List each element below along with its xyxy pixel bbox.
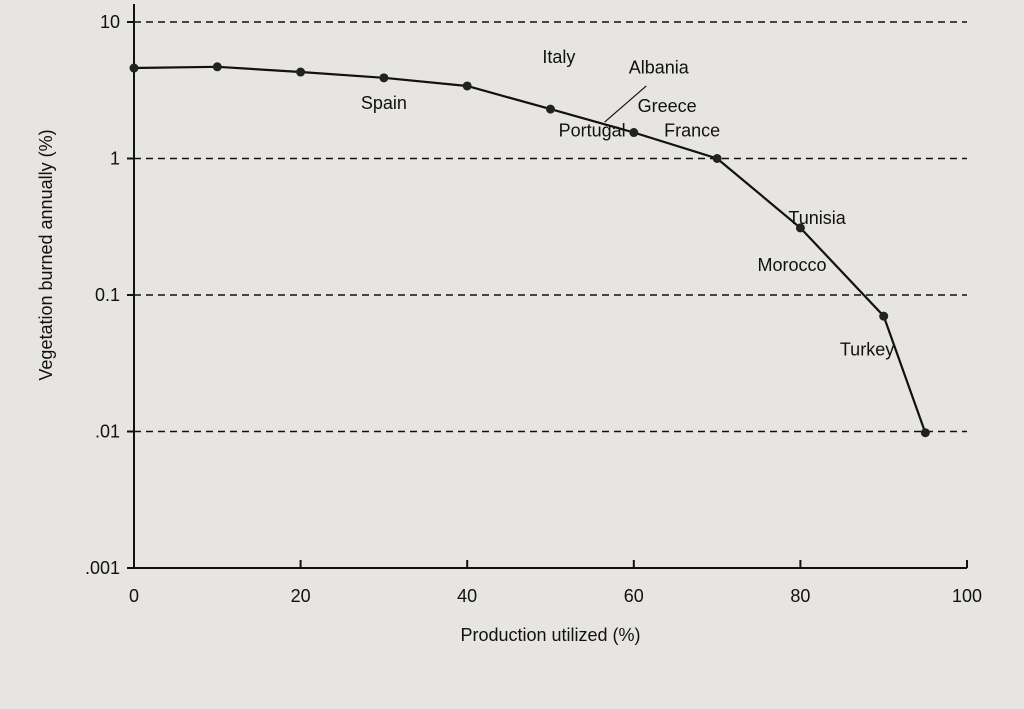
country-labels: Spain Italy Albania Greece Portugal France Tun…	[361, 47, 894, 359]
data-point	[462, 81, 472, 91]
x-tick-label: 0	[129, 586, 139, 606]
annotation-france: France	[664, 120, 720, 140]
annotation-italy: Italy	[542, 47, 575, 67]
data-point	[212, 62, 222, 72]
y-tick-label: 0.1	[95, 285, 120, 305]
y-tick-label: .01	[95, 422, 120, 442]
y-tick-label: 1	[110, 149, 120, 169]
x-tick-label: 80	[790, 586, 810, 606]
y-axis-title: Vegetation burned annually (%)	[36, 129, 56, 380]
grid-lines	[134, 21, 967, 433]
y-ticks: .001 .01 0.1 1 10	[85, 12, 134, 578]
albania-leader-line	[604, 85, 647, 123]
annotation-morocco: Morocco	[758, 255, 827, 275]
x-tick-label: 40	[457, 586, 477, 606]
annotation-spain: Spain	[361, 93, 407, 113]
annotation-tunisia: Tunisia	[788, 208, 846, 228]
annotation-turkey: Turkey	[840, 340, 894, 360]
x-ticks: 0 20 40 60 80 100	[129, 560, 982, 606]
data-point	[629, 128, 639, 138]
data-point	[546, 104, 555, 114]
data-point	[712, 154, 722, 163]
x-axis-title: Production utilized (%)	[460, 625, 640, 645]
data-point	[129, 63, 139, 73]
data-point	[879, 311, 889, 321]
annotation-albania: Albania	[629, 57, 690, 77]
data-point	[296, 67, 306, 77]
x-tick-label: 60	[624, 586, 644, 606]
data-point	[920, 428, 930, 438]
annotation-portugal: Portugal	[559, 120, 626, 140]
y-tick-label: 10	[100, 12, 120, 32]
data-point	[795, 223, 805, 233]
series-line	[133, 65, 927, 434]
annotation-greece: Greece	[638, 96, 697, 116]
x-tick-label: 20	[291, 586, 311, 606]
x-tick-label: 100	[952, 586, 982, 606]
data-point	[379, 73, 389, 83]
y-tick-label: .001	[85, 558, 120, 578]
data-points	[129, 62, 930, 438]
